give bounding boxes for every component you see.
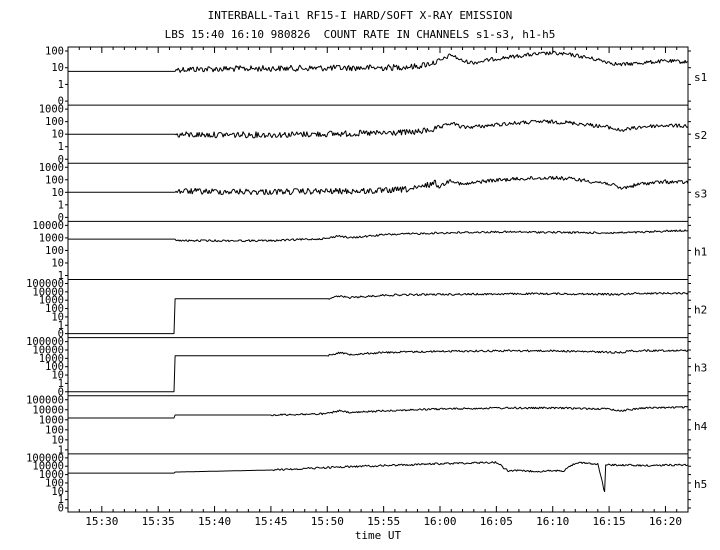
panel-label-h3: h3 [694, 362, 707, 375]
panel-label-h1: h1 [694, 245, 707, 258]
x-tick-label: 16:20 [649, 515, 682, 528]
y-tick-label: 10000 [32, 220, 64, 232]
y-tick-label: 10 [51, 257, 64, 269]
x-tick-label: 16:10 [536, 515, 569, 528]
y-tick-label: 10 [51, 370, 64, 382]
y-tick-label: 1000 [39, 469, 64, 481]
y-tick-label: 0 [58, 96, 64, 108]
y-tick-label: 0 [58, 503, 64, 515]
y-tick-label: 100 [45, 174, 64, 186]
y-tick-label: 100 [45, 116, 64, 128]
y-tick-label: 0 [58, 154, 64, 166]
y-tick-label: 10000 [32, 286, 64, 298]
y-tick-label: 1 [58, 199, 64, 211]
y-tick-label: 0 [58, 386, 64, 398]
panel-label-s3: s3 [694, 187, 707, 200]
y-tick-label: 0 [58, 328, 64, 340]
y-tick-label: 100 [45, 245, 64, 257]
series-line-h4 [68, 405, 689, 419]
x-tick-label: 15:40 [198, 515, 231, 528]
y-tick-label: 10000 [32, 461, 64, 473]
panel-label-h2: h2 [694, 304, 707, 317]
chart-title: INTERBALL-Tail RF15-I HARD/SOFT X-RAY EM… [207, 9, 513, 22]
x-axis-label: time UT [355, 529, 402, 542]
y-tick-label: 10 [51, 62, 64, 74]
y-tick-label: 1000 [39, 414, 64, 426]
x-tick-label: 15:50 [311, 515, 344, 528]
y-tick-label: 1 [58, 141, 64, 153]
x-tick-label: 16:05 [480, 515, 513, 528]
y-tick-label: 10000 [32, 404, 64, 416]
y-tick-label: 10 [51, 311, 64, 323]
series-line-s3 [68, 175, 689, 196]
y-tick-label: 1000 [39, 232, 64, 244]
y-tick-label: 100 [45, 477, 64, 489]
y-tick-label: 0 [58, 212, 64, 224]
x-tick-label: 16:15 [593, 515, 626, 528]
y-tick-label: 1 [58, 378, 64, 390]
series-line-s1 [68, 50, 688, 73]
y-tick-label: 100000 [26, 452, 64, 464]
y-tick-label: 10 [51, 434, 64, 446]
y-tick-label: 1 [58, 79, 64, 91]
y-tick-label: 100 [45, 46, 64, 58]
y-tick-label: 100 [45, 424, 64, 436]
y-tick-label: 100 [45, 361, 64, 373]
series-line-h5 [68, 461, 689, 492]
panel-label-h4: h4 [694, 420, 708, 433]
y-tick-label: 10 [51, 187, 64, 199]
y-tick-label: 1000 [39, 295, 64, 307]
x-tick-label: 15:55 [367, 515, 400, 528]
y-tick-label: 1000 [39, 162, 64, 174]
x-tick-label: 15:45 [254, 515, 287, 528]
chart-subtitle: LBS 15:40 16:10 980826 COUNT RATE IN CHA… [164, 28, 556, 41]
series-line-h1 [68, 229, 689, 243]
y-tick-label: 1 [58, 494, 64, 506]
panel-label-s2: s2 [694, 129, 707, 142]
y-tick-label: 1 [58, 444, 64, 456]
x-tick-label: 15:35 [142, 515, 175, 528]
y-tick-label: 100000 [26, 336, 64, 348]
x-tick-label: 16:00 [423, 515, 456, 528]
y-tick-label: 100 [45, 303, 64, 315]
panel-label-h5: h5 [694, 478, 707, 491]
series-line-h3 [68, 349, 689, 393]
y-tick-label: 1 [58, 320, 64, 332]
y-tick-label: 10 [51, 486, 64, 498]
y-tick-label: 100000 [26, 394, 64, 406]
panel-label-s1: s1 [694, 71, 707, 84]
y-tick-label: 10000 [32, 344, 64, 356]
y-tick-label: 10 [51, 129, 64, 141]
y-tick-label: 1000 [39, 104, 64, 116]
y-tick-label: 1 [58, 270, 64, 282]
series-line-s2 [68, 119, 689, 139]
x-tick-label: 15:30 [85, 515, 118, 528]
series-line-h2 [68, 291, 689, 335]
y-tick-label: 1000 [39, 353, 64, 365]
y-tick-label: 100000 [26, 278, 64, 290]
